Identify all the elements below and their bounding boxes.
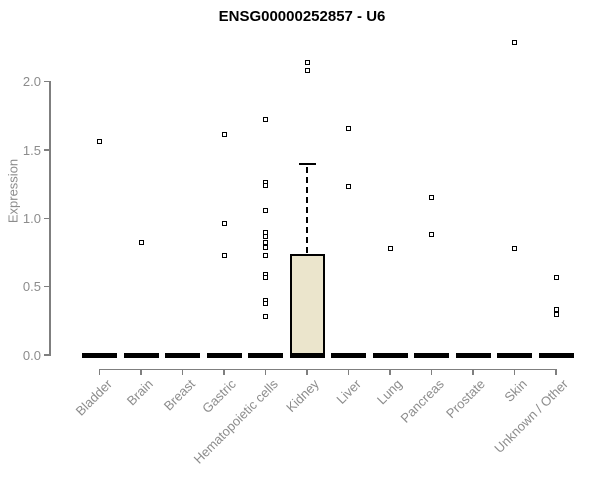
outlier-point bbox=[263, 183, 269, 189]
outlier-point bbox=[263, 252, 269, 258]
median-bar bbox=[331, 352, 367, 358]
outlier-point bbox=[346, 184, 352, 190]
whisker-line bbox=[306, 166, 309, 253]
outlier-point bbox=[553, 274, 559, 280]
y-tick-label: 1.0 bbox=[22, 210, 41, 226]
x-axis-tick bbox=[98, 368, 101, 375]
y-axis-tick bbox=[44, 149, 49, 151]
x-axis-tick bbox=[306, 368, 308, 375]
outlier-point bbox=[221, 221, 227, 227]
x-axis-tick bbox=[140, 368, 142, 375]
x-axis-tick bbox=[472, 368, 474, 375]
outlier-point bbox=[97, 139, 102, 145]
x-axis-tick bbox=[181, 368, 184, 375]
x-axis-tick bbox=[223, 368, 225, 375]
outlier-point bbox=[304, 60, 310, 66]
outlier-point bbox=[429, 232, 435, 238]
median-bar bbox=[165, 352, 201, 358]
outlier-point bbox=[263, 300, 269, 306]
x-axis-tick bbox=[430, 368, 433, 375]
median-bar bbox=[455, 352, 491, 358]
outlier-point bbox=[263, 117, 269, 123]
median-bar bbox=[248, 352, 284, 358]
outlier-point bbox=[221, 252, 227, 258]
outlier-point bbox=[263, 274, 269, 280]
outlier-point bbox=[429, 195, 435, 201]
outlier-point bbox=[304, 68, 310, 74]
y-tick-label: 1.5 bbox=[22, 142, 41, 158]
y-tick-label: 0.0 bbox=[22, 347, 41, 363]
x-axis-line bbox=[98, 368, 558, 370]
y-axis-tick bbox=[44, 285, 49, 288]
y-tick-label: 2.0 bbox=[22, 74, 41, 90]
median-bar bbox=[82, 352, 117, 358]
outlier-point bbox=[263, 233, 269, 239]
chart-title: ENSG00000252857 - U6 bbox=[218, 8, 386, 25]
whisker-cap bbox=[298, 162, 316, 166]
y-axis-line bbox=[49, 80, 51, 356]
outlier-point bbox=[512, 39, 518, 45]
median-bar bbox=[497, 352, 533, 358]
median-bar bbox=[289, 352, 325, 358]
outlier-point bbox=[387, 245, 393, 251]
y-axis-tick bbox=[44, 217, 49, 220]
y-axis-tick bbox=[44, 354, 49, 356]
median-bar bbox=[372, 352, 408, 358]
median-bar bbox=[414, 352, 450, 358]
y-tick-label: 0.5 bbox=[22, 279, 41, 295]
outlier-point bbox=[553, 311, 559, 317]
box-body bbox=[289, 253, 325, 357]
outlier-point bbox=[138, 240, 144, 246]
x-axis-tick bbox=[513, 368, 516, 375]
median-bar bbox=[538, 352, 574, 358]
x-axis-tick bbox=[389, 368, 391, 375]
median-bar bbox=[206, 352, 242, 358]
x-category-label: Unknown / Other bbox=[491, 376, 572, 456]
median-bar bbox=[123, 352, 159, 358]
x-axis-tick bbox=[347, 368, 350, 375]
x-axis-tick bbox=[555, 368, 557, 375]
outlier-point bbox=[263, 244, 269, 250]
outlier-point bbox=[512, 245, 518, 251]
outlier-point bbox=[263, 207, 269, 213]
outlier-point bbox=[221, 132, 227, 138]
outlier-point bbox=[346, 125, 352, 131]
outlier-point bbox=[263, 314, 269, 320]
x-axis-tick bbox=[264, 368, 267, 375]
y-axis-tick bbox=[44, 80, 49, 83]
